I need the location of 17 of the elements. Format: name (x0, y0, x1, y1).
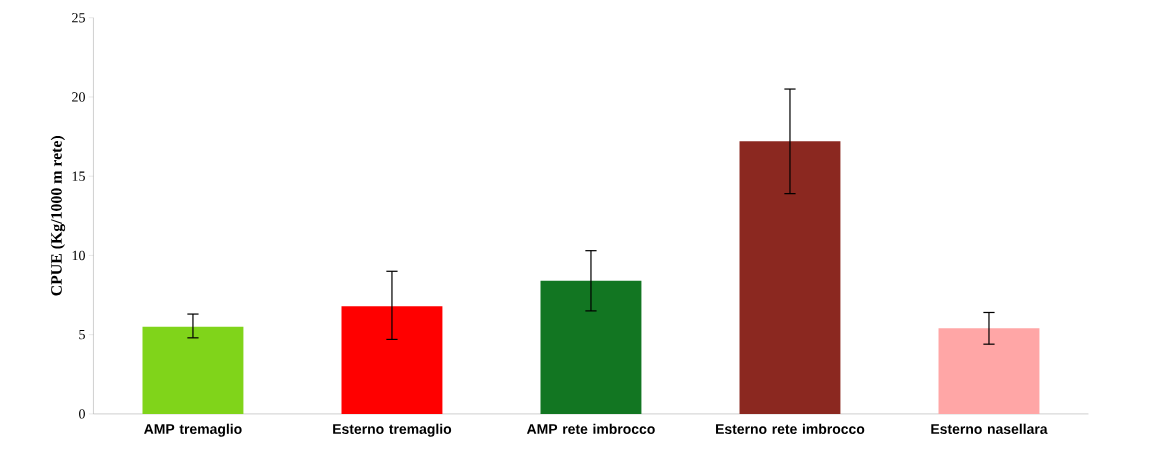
y-tick-label: 25 (72, 12, 85, 23)
bar (142, 326, 244, 414)
bar (739, 141, 841, 414)
bar (341, 306, 443, 414)
x-tick-label: Esterno rete imbrocco (716, 423, 865, 434)
bar (938, 328, 1040, 414)
y-tick-label: 15 (72, 171, 85, 181)
x-tick-label: Esterno tremaglio (333, 423, 452, 437)
x-tick-label: AMP rete imbrocco (526, 423, 655, 434)
y-tick-label: 0 (79, 409, 85, 419)
x-tick-label: AMP tremaglio (144, 423, 242, 437)
y-axis-title: CPUE (Kg/1000 m rete) (50, 135, 66, 296)
y-tick-label: 20 (72, 92, 85, 102)
bar (540, 280, 642, 414)
y-tick-label: 5 (79, 329, 85, 340)
x-tick-label: Esterno nasellara (931, 423, 1048, 434)
y-tick-label: 10 (72, 250, 85, 261)
